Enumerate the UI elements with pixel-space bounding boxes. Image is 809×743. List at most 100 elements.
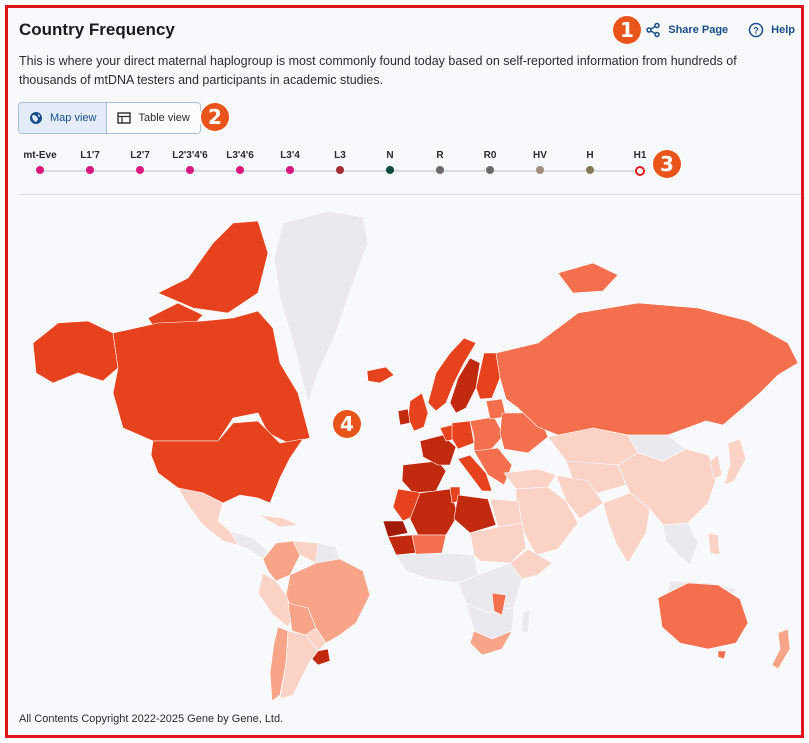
region-alaska[interactable] — [32, 320, 119, 384]
lineage-node-label: L3'4 — [280, 150, 300, 161]
region-korea[interactable] — [709, 454, 723, 480]
region-west-africa[interactable] — [395, 552, 479, 584]
lineage-node-label: L3 — [334, 150, 346, 161]
lineage-node-selected-dot — [635, 166, 645, 176]
region-norway[interactable] — [427, 337, 477, 412]
region-sweden[interactable] — [449, 357, 481, 414]
help-button[interactable]: ? Help — [748, 22, 795, 38]
region-spain-portugal[interactable] — [401, 460, 447, 494]
lineage-node[interactable]: L1'7 — [60, 148, 120, 174]
lineage-node-label: L2'7 — [130, 150, 150, 161]
lineage-node[interactable]: L3'4 — [260, 148, 320, 174]
region-southeast-asia[interactable] — [662, 522, 699, 566]
lineage-node[interactable]: L3 — [310, 148, 370, 174]
view-toggle: Map view Table view — [18, 102, 201, 134]
map-view-label: Map view — [50, 112, 97, 124]
region-china[interactable] — [617, 448, 719, 526]
lineage-node[interactable]: N — [360, 148, 420, 174]
lineage-node-dot — [136, 166, 144, 174]
region-canada[interactable] — [112, 310, 311, 444]
lineage-node[interactable]: H — [560, 148, 620, 174]
page-description: This is where your direct maternal haplo… — [19, 54, 737, 87]
help-icon: ? — [748, 22, 764, 38]
region-central-america[interactable] — [229, 530, 269, 560]
lineage-node[interactable]: L3'4'6 — [210, 148, 270, 174]
region-new-zealand[interactable] — [771, 628, 791, 670]
world-frequency-map[interactable] — [18, 203, 798, 703]
map-view-button[interactable]: Map view — [19, 103, 108, 133]
page-title: Country Frequency — [19, 20, 175, 39]
lineage-node[interactable]: HV — [510, 148, 570, 174]
region-italy[interactable] — [457, 454, 493, 492]
table-view-button[interactable]: Table view — [107, 103, 200, 133]
region-iran[interactable] — [555, 474, 604, 520]
lineage-node-label: H — [586, 150, 594, 161]
region-greenland[interactable] — [273, 210, 369, 405]
region-japan[interactable] — [723, 438, 747, 486]
haplogroup-lineage: mt-Eve L1'7 L2'7 L2'3'4'6 L3'4'6 L3'4 L3 N R R0 HV… — [18, 148, 658, 184]
table-icon — [117, 112, 132, 124]
region-germany[interactable] — [451, 420, 475, 450]
lineage-node[interactable]: L2'3'4'6 — [160, 148, 220, 174]
region-philippines[interactable] — [707, 532, 721, 556]
region-canada-arctic[interactable] — [157, 220, 269, 314]
top-links: Share Page ? Help — [645, 22, 795, 38]
region-madagascar[interactable] — [520, 608, 531, 634]
annotation-badge-3: 3 — [653, 150, 681, 178]
region-australia[interactable] — [657, 582, 749, 650]
region-ireland[interactable] — [397, 408, 411, 426]
lineage-node-dot — [486, 166, 494, 174]
region-colombia[interactable] — [262, 540, 301, 582]
region-libya[interactable] — [453, 494, 497, 534]
lineage-node-label: HV — [533, 150, 547, 161]
svg-text:?: ? — [753, 26, 759, 36]
annotation-badge-2: 2 — [201, 103, 229, 131]
table-view-label: Table view — [138, 112, 190, 124]
help-label: Help — [771, 24, 795, 36]
share-page-button[interactable]: Share Page — [645, 22, 728, 38]
region-argentina[interactable] — [279, 630, 319, 700]
share-page-label: Share Page — [668, 24, 729, 36]
lineage-node-dot — [186, 166, 194, 174]
lineage-node[interactable]: H1 — [610, 148, 670, 176]
region-russia-islands[interactable] — [557, 262, 619, 294]
region-turkey[interactable] — [503, 468, 557, 490]
lineage-node-dot — [286, 166, 294, 174]
lineage-node-dot — [386, 166, 394, 174]
lineage-node-dot — [336, 166, 344, 174]
region-mozambique[interactable] — [491, 592, 507, 616]
region-mali[interactable] — [411, 534, 447, 556]
lineage-node-label: mt-Eve — [23, 150, 57, 161]
lineage-node-label: L2'3'4'6 — [172, 150, 208, 161]
globe-icon — [30, 112, 42, 124]
lineage-node-dot — [586, 166, 594, 174]
region-south-africa[interactable] — [469, 630, 513, 656]
lineage-node-label: R — [436, 150, 444, 161]
lineage-node[interactable]: L2'7 — [110, 148, 170, 174]
lineage-node[interactable]: R0 — [460, 148, 520, 174]
lineage-node[interactable]: mt-Eve — [10, 148, 70, 174]
region-uk[interactable] — [407, 392, 429, 432]
copyright-notice: All Contents Copyright 2022-2025 Gene by… — [19, 713, 284, 725]
lineage-node[interactable]: R — [410, 148, 470, 174]
region-finland[interactable] — [475, 352, 501, 400]
region-sudan[interactable] — [469, 522, 527, 564]
annotation-badge-4: 4 — [333, 410, 361, 438]
lineage-node-dot — [86, 166, 94, 174]
region-central-europe[interactable] — [469, 416, 505, 452]
lineage-node-dot — [36, 166, 44, 174]
section-divider — [18, 194, 801, 195]
region-usa[interactable] — [150, 420, 304, 504]
region-iceland[interactable] — [366, 366, 395, 384]
lineage-node-label: N — [386, 150, 394, 161]
lineage-node-label: L1'7 — [80, 150, 100, 161]
lineage-node-label: L3'4'6 — [226, 150, 254, 161]
region-tasmania[interactable] — [717, 650, 727, 660]
region-russia[interactable] — [495, 302, 798, 438]
region-caribbean[interactable] — [257, 514, 300, 528]
share-icon — [646, 22, 660, 38]
region-uruguay[interactable] — [311, 648, 331, 666]
region-mauritania[interactable] — [387, 534, 417, 556]
lineage-node-label: R0 — [483, 150, 497, 161]
region-western-sahara[interactable] — [382, 520, 409, 538]
